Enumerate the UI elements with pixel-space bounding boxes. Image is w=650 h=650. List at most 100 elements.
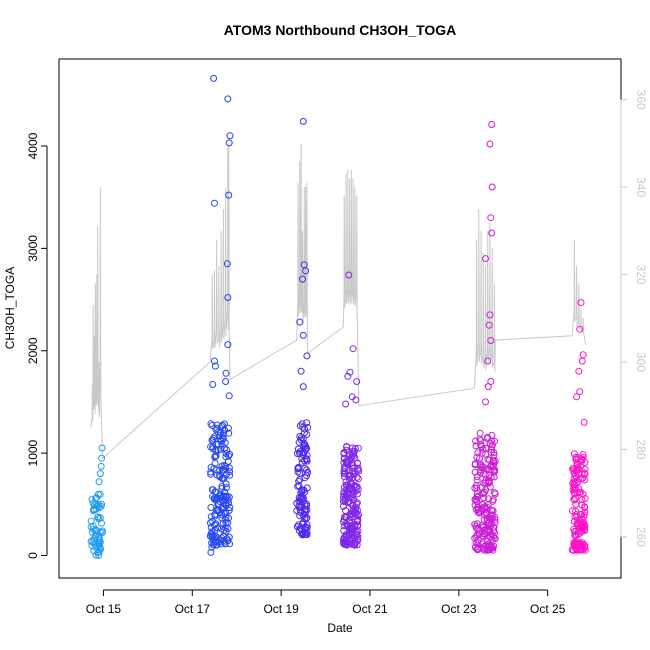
data-point (294, 445, 302, 453)
data-point (221, 538, 228, 546)
data-point (352, 396, 360, 404)
chart-title: ATOM3 Northbound CH3OH_TOGA (224, 22, 457, 38)
line-series-layer (90, 143, 586, 460)
data-point (222, 378, 230, 385)
data-point (293, 507, 301, 515)
data-point (483, 516, 491, 524)
data-point (569, 507, 576, 515)
data-point (209, 381, 217, 388)
data-point (473, 497, 481, 505)
data-point (221, 516, 229, 524)
y-tick-label: 3000 (26, 235, 40, 262)
data-point (224, 525, 232, 533)
data-point (486, 140, 494, 148)
data-point (488, 530, 496, 538)
data-point (297, 367, 305, 375)
data-point (214, 500, 222, 508)
data-point (302, 524, 310, 532)
data-point (296, 318, 304, 326)
data-point (211, 453, 219, 461)
data-point (348, 528, 356, 536)
data-point (207, 548, 215, 556)
data-point (479, 490, 487, 498)
data-point (575, 485, 583, 493)
data-point (578, 457, 586, 465)
data-point (301, 474, 309, 482)
data-point (302, 267, 310, 275)
data-point (481, 546, 488, 554)
data-point (487, 378, 495, 385)
data-point (491, 490, 499, 498)
data-point (473, 473, 481, 481)
data-point (478, 449, 486, 457)
data-point (340, 449, 348, 457)
data-point (299, 331, 307, 339)
data-point (222, 471, 230, 478)
data-point (576, 325, 584, 333)
data-point (225, 452, 232, 460)
data-point (87, 537, 95, 545)
data-point (345, 467, 353, 474)
data-point (342, 400, 350, 408)
x-axis-label: Date (327, 621, 353, 635)
data-point (299, 383, 307, 391)
data-point (580, 418, 588, 426)
data-point (299, 423, 307, 431)
data-point (483, 526, 491, 533)
data-point (577, 475, 585, 483)
data-point (219, 421, 227, 429)
data-point (488, 443, 496, 451)
data-point (340, 483, 348, 491)
data-point (578, 545, 586, 553)
temperature-line (90, 143, 586, 460)
data-point (211, 199, 218, 207)
data-point (222, 369, 230, 377)
data-point (482, 255, 489, 263)
data-point (206, 532, 214, 540)
data-point (488, 121, 496, 128)
data-point (487, 214, 495, 222)
data-point (476, 526, 484, 534)
data-point (346, 368, 354, 376)
data-point (344, 372, 352, 380)
data-point (95, 478, 103, 486)
data-point (295, 527, 303, 534)
data-point (341, 537, 349, 545)
data-point (212, 538, 220, 545)
data-point (471, 520, 479, 528)
data-point (92, 551, 100, 559)
data-point (222, 493, 230, 501)
data-point (213, 425, 221, 432)
data-point (221, 439, 229, 447)
data-point (347, 525, 355, 533)
data-point (346, 485, 354, 493)
data-point (226, 450, 234, 458)
y2-tick-label: 280 (634, 439, 648, 459)
data-point (481, 526, 488, 534)
data-point (578, 470, 586, 478)
data-point (224, 341, 232, 349)
data-point (95, 504, 103, 512)
data-point (98, 444, 106, 452)
data-point (303, 528, 311, 536)
data-point (340, 494, 347, 501)
data-point (98, 454, 106, 462)
data-point (569, 479, 577, 487)
data-point (224, 294, 232, 301)
data-point (576, 546, 584, 554)
data-point (345, 457, 353, 465)
data-point (474, 536, 482, 544)
data-point (487, 545, 495, 553)
data-point (570, 483, 578, 491)
data-point (294, 523, 301, 531)
data-point (484, 357, 492, 365)
data-point (216, 472, 223, 479)
data-point (491, 457, 499, 465)
data-point (488, 511, 496, 519)
y-axis-right: 260 280 300 320 340 360 (620, 90, 648, 547)
data-point (210, 434, 217, 442)
data-point (576, 489, 584, 497)
data-point (578, 496, 586, 504)
data-point (488, 446, 496, 454)
data-point (472, 437, 480, 445)
